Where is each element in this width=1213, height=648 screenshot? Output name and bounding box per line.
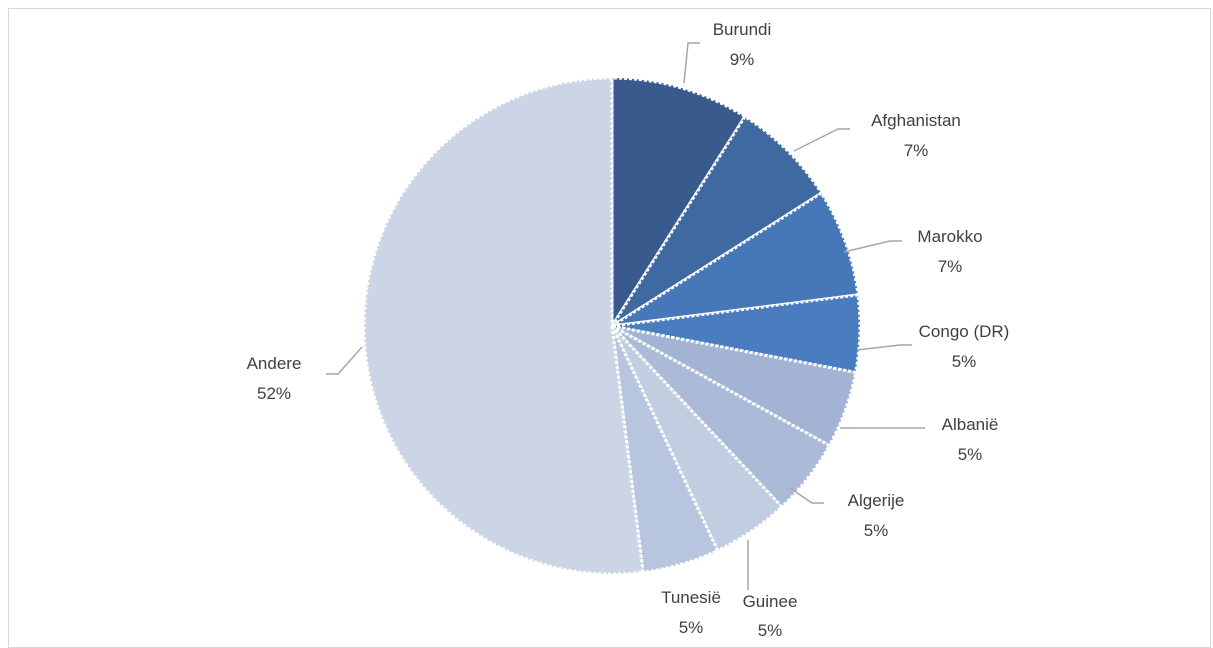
data-label-value-guinee: 5% (758, 621, 783, 639)
pie-slice-marokko (611, 191, 860, 328)
data-label-value-andere: 52% (257, 384, 291, 403)
data-label-name-afghanistan: Afghanistan (871, 111, 961, 130)
data-label-value-albani: 5% (958, 445, 983, 464)
leader-line-algerije (789, 487, 824, 504)
data-label-value-algerije: 5% (864, 521, 889, 540)
leader-line-afghanistan (793, 128, 850, 152)
pie-slice-congo-dr (611, 293, 862, 375)
data-label-name-tunesi: Tunesië (661, 588, 721, 607)
pie-slice-burundi (610, 76, 747, 332)
data-label-value-afghanistan: 7% (904, 141, 929, 160)
data-label-value-marokko: 7% (938, 257, 963, 276)
data-label-value-tunesi: 5% (679, 618, 704, 637)
data-label-name-burundi: Burundi (713, 20, 772, 39)
data-label-name-marokko: Marokko (917, 227, 982, 246)
pie-slice-afghanistan (610, 114, 824, 328)
data-label-name-algerije: Algerije (848, 491, 905, 510)
leader-line-marokko (843, 240, 902, 253)
data-label-name-andere: Andere (247, 354, 302, 373)
pie-slice-andere (362, 76, 645, 576)
leader-line-congo-dr (856, 344, 912, 351)
data-label-name-albani: Albanië (942, 415, 999, 434)
data-label-value-congo-dr: 5% (952, 352, 977, 371)
data-label-name-congo-dr: Congo (DR) (919, 322, 1010, 341)
pie-slice-guinee (610, 324, 784, 553)
leader-line-andere (326, 346, 363, 375)
leader-line-burundi (683, 42, 700, 84)
data-label-name-guinee: Guinee (743, 592, 798, 611)
data-label-value-burundi: 9% (730, 50, 755, 69)
